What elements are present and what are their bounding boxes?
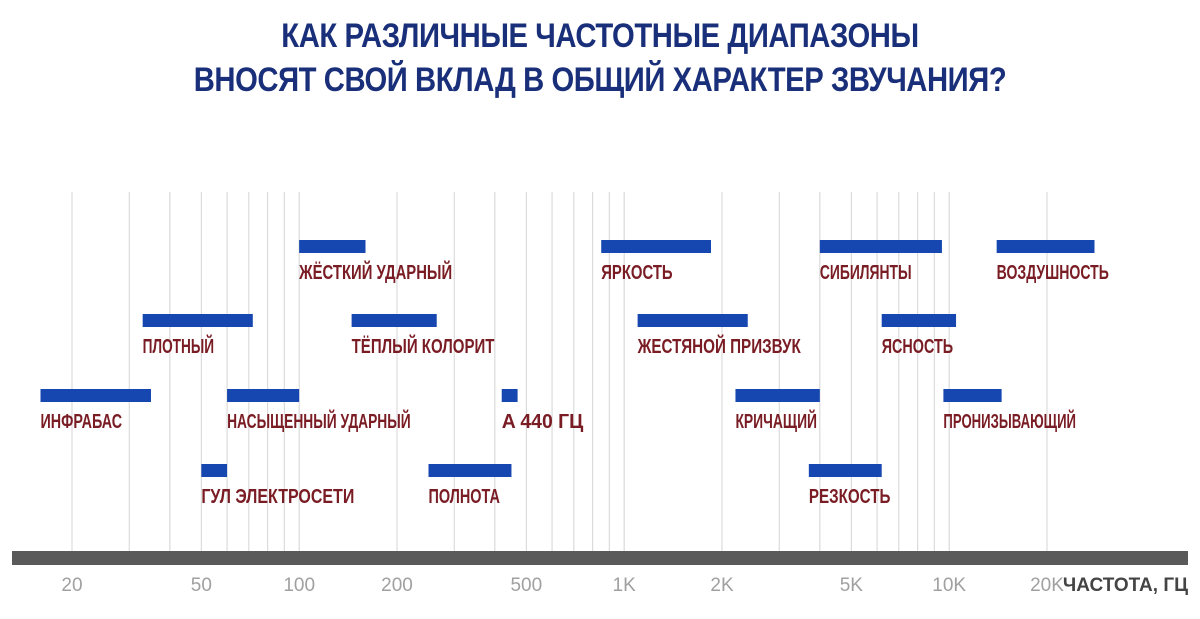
tick-labels: 20 50 100 200 500 1K 2K 5K 10K 20K — [61, 575, 1064, 596]
gridlines — [71, 192, 1048, 551]
band-bar — [299, 240, 366, 253]
band-bar — [428, 464, 512, 477]
band-bar — [351, 314, 437, 327]
tick-label: 20K — [1030, 575, 1064, 596]
band-bar — [943, 389, 1002, 402]
tick-label: 10K — [932, 575, 966, 596]
frequency-axis — [12, 551, 1188, 565]
band-bar — [227, 389, 300, 402]
band-label: ТЁПЛЫЙ КОЛОРИТ — [352, 334, 495, 358]
band-bar — [501, 389, 518, 402]
band-label: КРИЧАЩИЙ — [735, 409, 817, 433]
tick-label: 20 — [61, 575, 82, 596]
tick-label: 100 — [283, 575, 315, 596]
band-bar — [601, 240, 711, 253]
tick-label: 200 — [381, 575, 413, 596]
band-label: РЕЗКОСТЬ — [809, 486, 891, 508]
chart-title: КАК РАЗЛИЧНЫЕ ЧАСТОТНЫЕ ДИАПАЗОНЫ ВНОСЯТ… — [84, 14, 1116, 102]
band-bar — [735, 389, 820, 402]
band-label: ЖЕСТЯНОЙ ПРИЗВУК — [637, 334, 802, 358]
band-label: ЖЁСТКИЙ УДАРНЫЙ — [298, 260, 452, 284]
band-bar — [881, 314, 957, 327]
chart-title-line-2: ВНОСЯТ СВОЙ ВКЛАД В ОБЩИЙ ХАРАКТЕР ЗВУЧА… — [193, 61, 1007, 99]
band-bar — [142, 314, 253, 327]
tick-label: 50 — [191, 575, 212, 596]
band-label: ГУЛ ЭЛЕКТРОСЕТИ — [201, 486, 354, 508]
band-bar — [808, 464, 882, 477]
tick-label: 2K — [710, 575, 734, 596]
chart-title-line-1: КАК РАЗЛИЧНЫЕ ЧАСТОТНЫЕ ДИАПАЗОНЫ — [281, 17, 919, 55]
tick-label: 1K — [613, 575, 637, 596]
band-bar — [996, 240, 1095, 253]
x-axis-label: ЧАСТОТА, ГЦ — [1063, 575, 1188, 596]
band-label: ВОЗДУШНОСТЬ — [997, 262, 1109, 284]
tick-label: 5K — [840, 575, 864, 596]
band-label: ПРОНИЗЫВАЮЩИЙ — [943, 409, 1076, 433]
band-bar — [201, 464, 228, 477]
band-label: НАСЫЩЕННЫЙ УДАРНЫЙ — [227, 409, 411, 433]
band-label: ПЛОТНЫЙ — [143, 334, 214, 358]
band-label: ИНФРАБАС — [41, 411, 123, 433]
band-label: СИБИЛЯНТЫ — [820, 262, 912, 284]
tick-label: 500 — [510, 575, 542, 596]
band-bar — [637, 314, 748, 327]
band-label: ЯРКОСТЬ — [601, 262, 672, 284]
band-bar — [40, 389, 151, 402]
frequency-bands: ЖЁСТКИЙ УДАРНЫЙ ЯРКОСТЬ СИБИЛЯНТЫ ВОЗДУШНОС… — [40, 240, 1109, 508]
band-label: A 440 ГЦ — [502, 411, 584, 433]
band-label: ЯСНОСТЬ — [882, 336, 953, 358]
band-bar — [819, 240, 942, 253]
band-label: ПОЛНОТА — [428, 486, 499, 508]
